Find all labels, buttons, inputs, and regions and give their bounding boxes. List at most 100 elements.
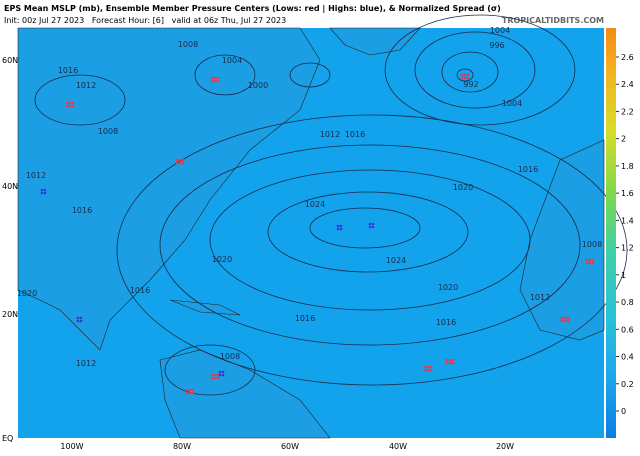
colorbar-tick-label: 1.4 [621,216,634,225]
colorbar [606,28,616,438]
high-center [221,373,225,377]
colorbar-tick-label: 2.4 [621,80,634,89]
low-center [445,361,449,365]
low-center [429,368,433,372]
isobars [34,14,628,396]
low-center [591,258,595,262]
low-center [563,316,567,320]
low-center [216,76,220,80]
north-america [17,27,321,351]
low-center [213,373,217,377]
low-center [216,376,220,380]
low-center [429,365,433,369]
low-center [216,373,220,377]
low-center [65,104,69,108]
isobar-label: 1012 [26,171,46,180]
longitude-label: 40W [389,442,407,451]
low-center [448,358,452,362]
high-center [221,370,225,374]
low-center [423,368,427,372]
low-center [175,161,179,165]
low-center [423,365,427,369]
cuba [169,299,241,316]
high-center [339,227,343,231]
isobar-label: 1012 [320,130,340,139]
low-center [213,79,217,83]
low-center [426,365,430,369]
colorbar-tick-label: 1.8 [621,162,634,171]
high-center [40,188,44,192]
high-center [368,222,372,226]
isobar-label: 1004 [490,26,510,35]
low-center [448,361,452,365]
low-center [188,388,192,392]
map: 1008 1004 1000 1016 1012 1008 1012 1016 1016 1012… [17,14,628,439]
low-center [191,391,195,395]
low-center [445,358,449,362]
colorbar-tick-label: 0.6 [621,325,634,334]
colorbar-tick-label: 0.2 [621,380,634,389]
isobar-label: 992 [463,80,478,89]
latitude-label: 20N [2,310,18,319]
low-center [210,79,214,83]
low-center [460,76,464,80]
isobar-label: 1024 [305,200,325,209]
isobar-label: 1016 [295,314,315,323]
low-center [185,388,189,392]
isobar-label: 1012 [76,359,96,368]
low-center [463,73,467,77]
colorbar-tick-label: 1.2 [621,244,634,253]
high-center [76,319,80,323]
colorbar-tick-label: 2.6 [621,53,634,62]
low-center [68,104,72,108]
isobar-label: 1012 [76,81,96,90]
colorbar-tick-label: 2 [621,135,626,144]
low-center [588,261,592,265]
low-center [188,391,192,395]
high-center [339,224,343,228]
isobar-label: 1012 [530,293,550,302]
isobar-label: 1016 [130,286,150,295]
colorbar-tick-label: 0 [621,407,626,416]
low-center [210,373,214,377]
longitude-label: 80W [173,442,191,451]
colorbar-tick-label: 1.6 [621,189,634,198]
isobar-label: 1008 [178,40,198,49]
isobar-label: 1008 [98,127,118,136]
low-center [560,316,564,320]
high-center [368,225,372,229]
title: EPS Mean MSLP (mb), Ensemble Member Pres… [4,4,501,13]
low-center [210,76,214,80]
low-center [463,76,467,80]
pressure-centers [40,73,595,395]
low-center [466,73,470,77]
low-center [566,316,570,320]
low-center [71,104,75,108]
high-center [336,224,340,228]
latitude-label: 40N [2,182,18,191]
high-center [76,316,80,320]
isobar-label: 1008 [220,352,240,361]
low-center [71,101,75,105]
isobar-label: 1016 [58,66,78,75]
latitude-label: EQ [2,434,13,443]
isobar-label: 1020 [212,255,232,264]
low-center [213,76,217,80]
high-center [371,225,375,229]
low-center [65,101,69,105]
low-center [560,319,564,323]
low-center [210,376,214,380]
high-center [79,316,83,320]
longitude-label: 60W [281,442,299,451]
colorbar-tick-label: 0.4 [621,353,634,362]
colorbar-tick-label: 2.2 [621,107,634,116]
low-center [191,388,195,392]
low-center [426,368,430,372]
isobar-label: 1016 [518,165,538,174]
high-center [218,370,222,374]
low-center [181,161,185,165]
low-center [181,158,185,162]
low-center [566,319,570,323]
